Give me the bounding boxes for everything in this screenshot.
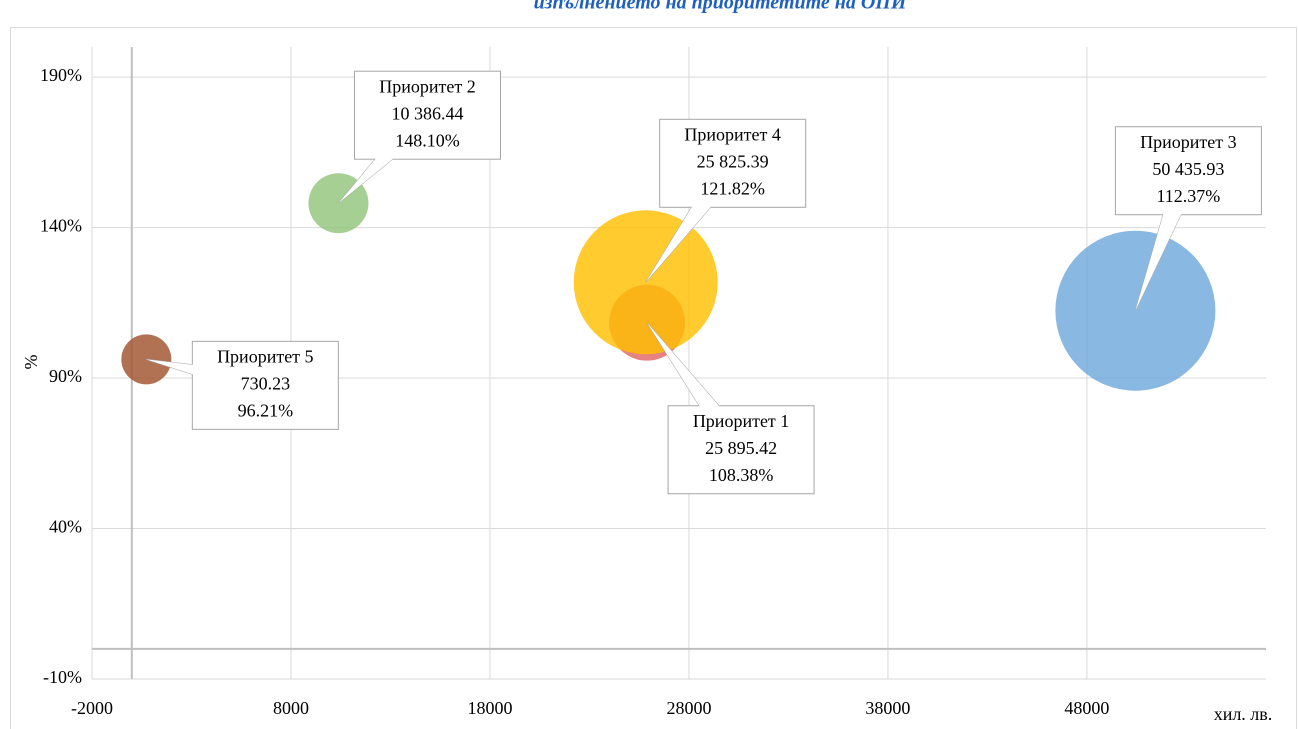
x-tick-label: 8000 [273, 698, 309, 718]
chart-border [10, 27, 1297, 729]
data-label-y: 148.10% [395, 130, 460, 150]
x-tick-label: 18000 [467, 698, 512, 718]
callout-pointer-cover [338, 106, 436, 204]
x-axis-label: хил. лв. [1214, 704, 1273, 724]
data-label-y: 121.82% [700, 178, 765, 198]
data-label-name: Приоритет 5 [217, 346, 314, 366]
x-tick-label: -2000 [71, 698, 113, 718]
chart-title: изпълнението на приоритетите на ОПИ [534, 0, 908, 14]
data-label-y: 96.21% [238, 400, 294, 420]
y-axis-label: % [21, 355, 41, 370]
callout-box [191, 340, 339, 430]
data-label-x: 10 386.44 [391, 103, 463, 123]
y-tick-label: -10% [43, 667, 82, 687]
x-tick-label: 28000 [666, 698, 711, 718]
data-label-name: Приоритет 1 [693, 411, 790, 431]
data-label-y: 108.38% [709, 465, 774, 485]
y-tick-label: 90% [49, 366, 82, 386]
data-label-x: 50 435.93 [1152, 159, 1224, 179]
callout-pointer-cover [1135, 166, 1200, 311]
x-tick-label: 38000 [865, 698, 910, 718]
callout-pointer-cover [146, 359, 268, 398]
y-tick-label: 40% [49, 517, 82, 537]
data-label-y: 112.37% [1156, 186, 1220, 206]
y-tick-label: 140% [40, 216, 82, 236]
x-tick-label: 48000 [1064, 698, 1109, 718]
callout-box [353, 70, 501, 160]
data-label-x: 730.23 [241, 373, 291, 393]
data-label-name: Приоритет 3 [1140, 132, 1237, 152]
data-label-name: Приоритет 4 [684, 124, 781, 144]
callout-pointer-cover [647, 322, 751, 457]
data-label-x: 25 825.39 [697, 151, 769, 171]
y-tick-label: 190% [40, 65, 82, 85]
data-label-name: Приоритет 2 [379, 76, 476, 96]
callout-pointer-cover [645, 156, 743, 283]
data-label-x: 25 895.42 [705, 438, 777, 458]
